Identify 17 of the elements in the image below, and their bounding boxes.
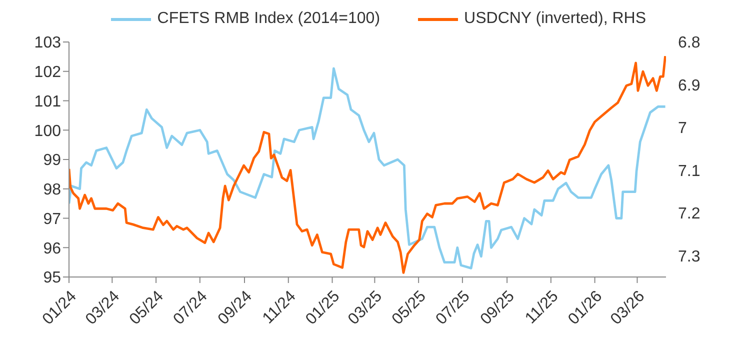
y-tick-label: 98 — [43, 182, 62, 199]
y2-tick-label: 7 — [678, 120, 687, 138]
y2-tick-label: 7.1 — [678, 162, 700, 180]
legend-label: CFETS RMB Index (2014=100) — [157, 10, 380, 28]
y2-tick-label: 7.3 — [678, 248, 700, 266]
y-tick-label: 103 — [34, 34, 62, 52]
y-tick-label: 97 — [43, 210, 62, 228]
y2-tick-label: 7.2 — [678, 206, 700, 223]
y2-tick-label: 6.8 — [678, 34, 700, 52]
y-tick-label: 100 — [34, 122, 62, 140]
y-tick-label: 96 — [43, 240, 62, 258]
y-tick-label: 102 — [34, 64, 62, 82]
legend-label: USDCNY (inverted), RHS — [464, 10, 646, 28]
y-tick-label: 101 — [34, 93, 62, 110]
y-tick-label: 99 — [43, 152, 62, 170]
y-tick-label: 95 — [43, 270, 62, 287]
y2-tick-label: 6.9 — [678, 77, 700, 94]
